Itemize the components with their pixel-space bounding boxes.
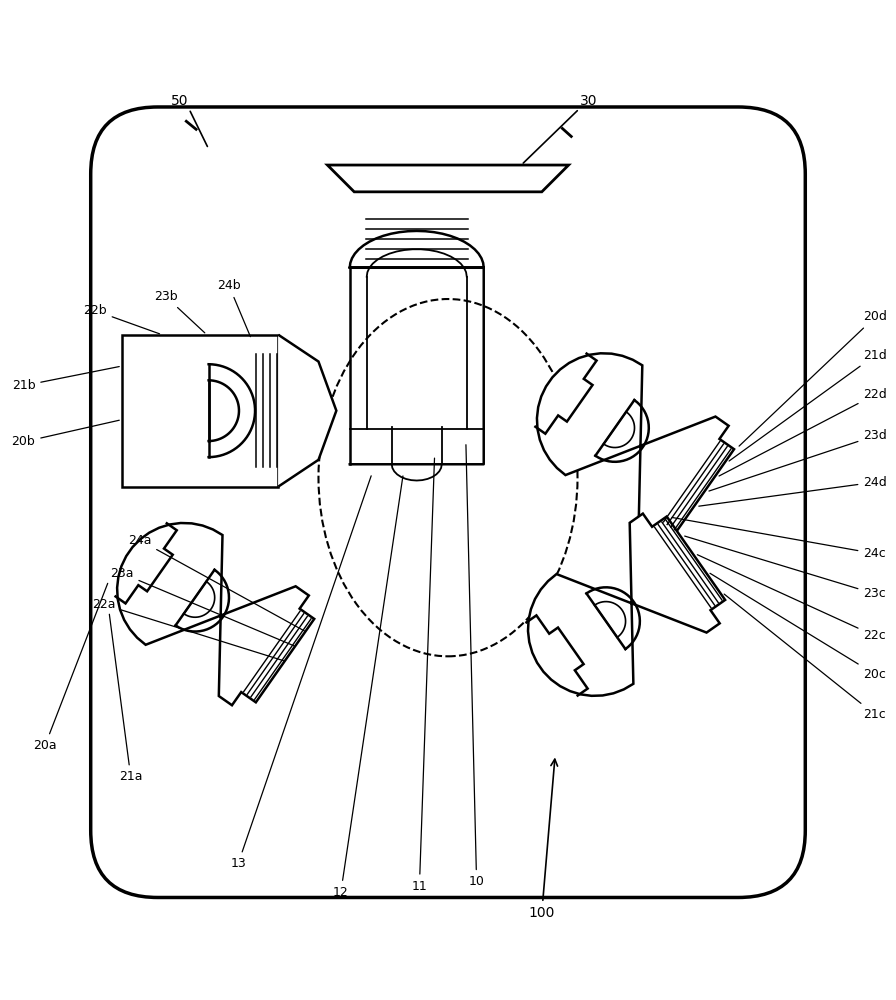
Text: 22a: 22a <box>92 598 284 661</box>
Text: 21d: 21d <box>729 349 887 461</box>
Polygon shape <box>279 335 336 487</box>
Text: 12: 12 <box>333 476 403 899</box>
Text: 24b: 24b <box>217 279 250 337</box>
Text: 23c: 23c <box>685 536 886 600</box>
Text: 24c: 24c <box>672 517 886 560</box>
Text: 24d: 24d <box>699 476 887 506</box>
Polygon shape <box>327 165 569 192</box>
Text: 23b: 23b <box>154 290 205 333</box>
Text: 20b: 20b <box>12 420 119 448</box>
Text: 23d: 23d <box>709 429 887 491</box>
Polygon shape <box>528 514 725 696</box>
Polygon shape <box>279 335 336 487</box>
Text: 50: 50 <box>171 94 189 108</box>
Text: 10: 10 <box>466 445 485 888</box>
Text: 21a: 21a <box>109 614 142 783</box>
Polygon shape <box>537 353 734 536</box>
Bar <box>122 335 279 487</box>
Polygon shape <box>117 523 314 705</box>
Text: 13: 13 <box>230 476 371 870</box>
Text: 23a: 23a <box>110 567 294 646</box>
Text: 20a: 20a <box>33 583 108 752</box>
FancyBboxPatch shape <box>90 107 806 897</box>
Text: 21b: 21b <box>12 367 119 392</box>
Text: 11: 11 <box>411 458 435 893</box>
Text: 24a: 24a <box>128 534 305 631</box>
Text: 100: 100 <box>529 759 557 920</box>
Text: 22b: 22b <box>83 304 159 334</box>
Text: 20c: 20c <box>710 573 886 681</box>
Text: 21c: 21c <box>724 594 886 721</box>
Text: 22c: 22c <box>697 555 886 642</box>
Text: 20d: 20d <box>739 310 887 446</box>
Text: 30: 30 <box>580 94 597 108</box>
Text: 22d: 22d <box>719 388 887 476</box>
